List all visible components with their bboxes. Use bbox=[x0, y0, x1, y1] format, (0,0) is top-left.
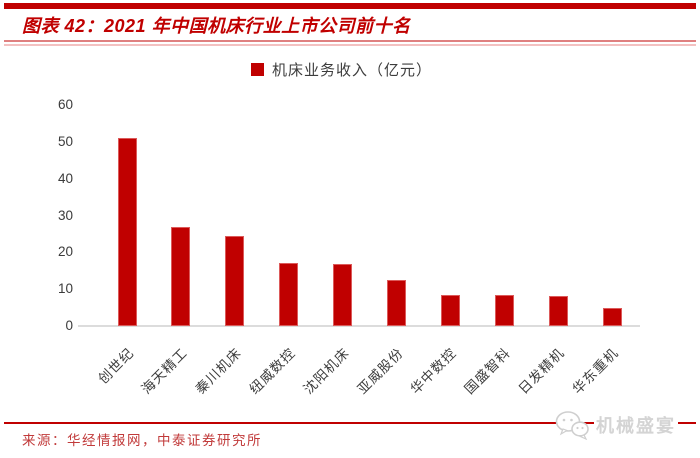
x-category-label: 秦川机床 bbox=[192, 345, 245, 397]
x-category-label: 沈阳机床 bbox=[300, 345, 352, 397]
x-category-label: 海天精工 bbox=[138, 345, 191, 397]
bar-秦川机床 bbox=[225, 235, 245, 326]
wechat-icon bbox=[555, 411, 589, 440]
title-divider-line-light bbox=[4, 44, 696, 46]
x-category-label: 华东重机 bbox=[569, 345, 622, 397]
y-axis-tick-label: 60 bbox=[57, 97, 73, 112]
watermark: 机械盛宴 bbox=[555, 410, 678, 440]
footer-divider-line bbox=[4, 422, 696, 424]
y-axis-tick-label: 20 bbox=[57, 244, 73, 260]
bar-亚威股份 bbox=[387, 280, 406, 326]
y-axis-tick-label: 30 bbox=[57, 207, 73, 223]
x-axis-baseline bbox=[78, 324, 640, 327]
legend-swatch-red bbox=[251, 63, 264, 76]
x-category-label: 亚威股份 bbox=[354, 345, 406, 397]
bar-华东重机 bbox=[602, 307, 622, 326]
y-axis-tick-label: 10 bbox=[57, 281, 73, 297]
bar-日发精机 bbox=[548, 295, 568, 326]
bar-国盛智科 bbox=[494, 295, 514, 326]
bar-沈阳机床 bbox=[333, 263, 353, 326]
legend-label: 机床业务收入（亿元） bbox=[272, 62, 433, 79]
chart-title: 图表 42：2021 年中国机床行业上市公司前十名 bbox=[22, 16, 411, 36]
x-category-label: 纽威数控 bbox=[246, 345, 299, 397]
watermark-label: 机械盛宴 bbox=[594, 412, 678, 438]
bar-创世纪 bbox=[117, 138, 137, 326]
y-axis-tick-label: 50 bbox=[57, 133, 73, 149]
y-axis-tick-label: 40 bbox=[57, 170, 73, 186]
bar-纽威数控 bbox=[279, 263, 299, 326]
bar-华中数控 bbox=[440, 295, 460, 326]
x-category-label: 华中数控 bbox=[408, 345, 460, 397]
y-axis-tick-label: 0 bbox=[65, 318, 73, 333]
x-category-label: 日发精机 bbox=[515, 345, 568, 397]
bar-海天精工 bbox=[171, 226, 191, 326]
chart-legend: 机床业务收入（亿元） bbox=[251, 59, 432, 80]
top-accent-bar bbox=[4, 3, 696, 9]
source-note: 来源：华经情报网，中泰证券研究所 bbox=[22, 433, 262, 448]
x-category-label: 创世纪 bbox=[94, 345, 137, 387]
x-category-label: 国盛智科 bbox=[461, 345, 514, 397]
title-divider-line bbox=[4, 40, 696, 42]
